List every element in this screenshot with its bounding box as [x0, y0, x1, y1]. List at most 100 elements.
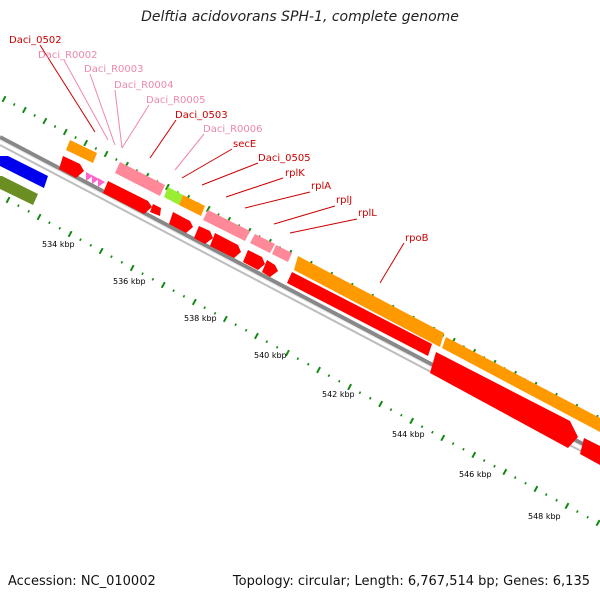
scale-tick: [493, 464, 496, 468]
scale-tick: [337, 379, 341, 383]
rna-block: [203, 210, 250, 241]
scale-tick: [79, 238, 82, 242]
cds-arrow: [103, 181, 152, 214]
scale-tick: [129, 264, 135, 272]
scale-tick: [586, 515, 589, 519]
scale-tick: [296, 357, 300, 361]
scale-label: 534 kbp: [42, 240, 75, 249]
scale-tick: [524, 481, 527, 485]
trna-track: [86, 172, 105, 187]
scale-tick: [471, 451, 477, 459]
cds-arrow: [169, 212, 193, 233]
scale-tick: [306, 362, 310, 366]
cds-arrow: [210, 233, 241, 258]
scale-tick: [53, 125, 57, 128]
scale-tick: [369, 396, 372, 400]
map-title: Delftia acidovorans SPH-1, complete geno…: [141, 9, 459, 25]
scale-tick: [58, 226, 62, 230]
scale-tick: [1, 95, 7, 103]
scale-tick: [5, 196, 11, 204]
scale-tick: [513, 476, 517, 479]
feature-label: rplK: [285, 168, 305, 179]
scale-tick: [172, 289, 175, 293]
feature-label: rplJ: [336, 195, 352, 206]
cds-arrow: [150, 204, 161, 216]
scale-tick: [222, 315, 228, 323]
scale-tick: [103, 150, 109, 158]
scale-tick: [502, 468, 508, 476]
genome-summary-text: Topology: circular; Length: 6,767,514 bp…: [232, 574, 590, 589]
scale-tick: [462, 447, 465, 451]
feature-label: rplA: [311, 181, 331, 192]
rna-track: [115, 162, 292, 262]
contig-green-block: [0, 176, 38, 205]
scale-tick: [265, 340, 269, 344]
gene-track: [66, 140, 600, 432]
scale-tick: [115, 158, 118, 161]
scale-tick: [205, 205, 211, 213]
cds-arrow: [243, 250, 265, 270]
feature-label: Daci_R0004: [114, 80, 174, 91]
scale-tick: [440, 434, 446, 442]
cds-track: [59, 156, 600, 465]
feature-label: Daci_0502: [9, 35, 62, 46]
scale-tick: [576, 510, 579, 513]
scale-tick: [48, 221, 51, 225]
feature-label: Daci_0505: [258, 153, 311, 164]
scale-tick: [12, 103, 16, 106]
scale-label: 544 kbp: [392, 430, 425, 439]
scale-tick: [327, 374, 331, 378]
scale-label: 548 kbp: [528, 512, 561, 521]
scale-tick: [358, 391, 362, 395]
scale-tick: [316, 366, 321, 374]
feature-label: Daci_R0002: [38, 50, 98, 61]
scale-tick: [378, 400, 384, 408]
scale-label: 538 kbp: [184, 314, 217, 323]
scale-tick: [22, 106, 27, 114]
scale-tick: [400, 413, 403, 417]
feature-label: secE: [233, 139, 256, 150]
cds-arrow: [194, 226, 213, 244]
rna-block: [250, 234, 275, 253]
scale-tick: [165, 183, 170, 191]
feature-label: rplL: [358, 208, 377, 219]
scale-tick: [213, 311, 217, 315]
gene-block: [66, 140, 97, 163]
scale-tick: [244, 328, 248, 332]
scale-tick: [98, 247, 104, 255]
rna-block: [272, 245, 292, 262]
scale-tick: [482, 459, 486, 462]
cds-arrow: [262, 260, 278, 277]
scale-tick: [285, 349, 290, 357]
trna-arrow: [98, 178, 105, 187]
gene-block: [179, 195, 205, 216]
misc-feature-block: [164, 187, 183, 205]
scale-tick: [141, 272, 144, 276]
scale-tick: [74, 136, 77, 139]
scale-tick: [160, 281, 166, 289]
scale-label: 536 kbp: [113, 277, 146, 286]
scale-tick: [17, 204, 20, 208]
scale-label: 540 kbp: [254, 351, 287, 360]
scale-tick: [555, 498, 558, 502]
feature-label: Daci_R0003: [84, 64, 144, 75]
cds-arrow: [580, 438, 600, 465]
scale-tick: [431, 430, 434, 434]
scale-tick: [234, 323, 237, 327]
gene-block: [294, 256, 444, 347]
cds-arrow: [59, 156, 84, 178]
scale-tick: [27, 209, 30, 213]
feature-label: rpoB: [405, 233, 429, 244]
scale-label: 546 kbp: [459, 470, 492, 479]
contig-blocks: [0, 156, 48, 205]
scale-tick: [203, 306, 206, 310]
scale-tick: [120, 260, 124, 264]
rna-block: [115, 162, 165, 196]
scale-tick: [94, 147, 98, 150]
scale-tick: [451, 442, 455, 446]
scale-tick: [182, 294, 186, 298]
contig-blue-block: [0, 156, 48, 188]
scale-tick: [420, 425, 424, 429]
scale-tick: [275, 345, 279, 349]
feature-label: Daci_R0005: [146, 95, 206, 106]
